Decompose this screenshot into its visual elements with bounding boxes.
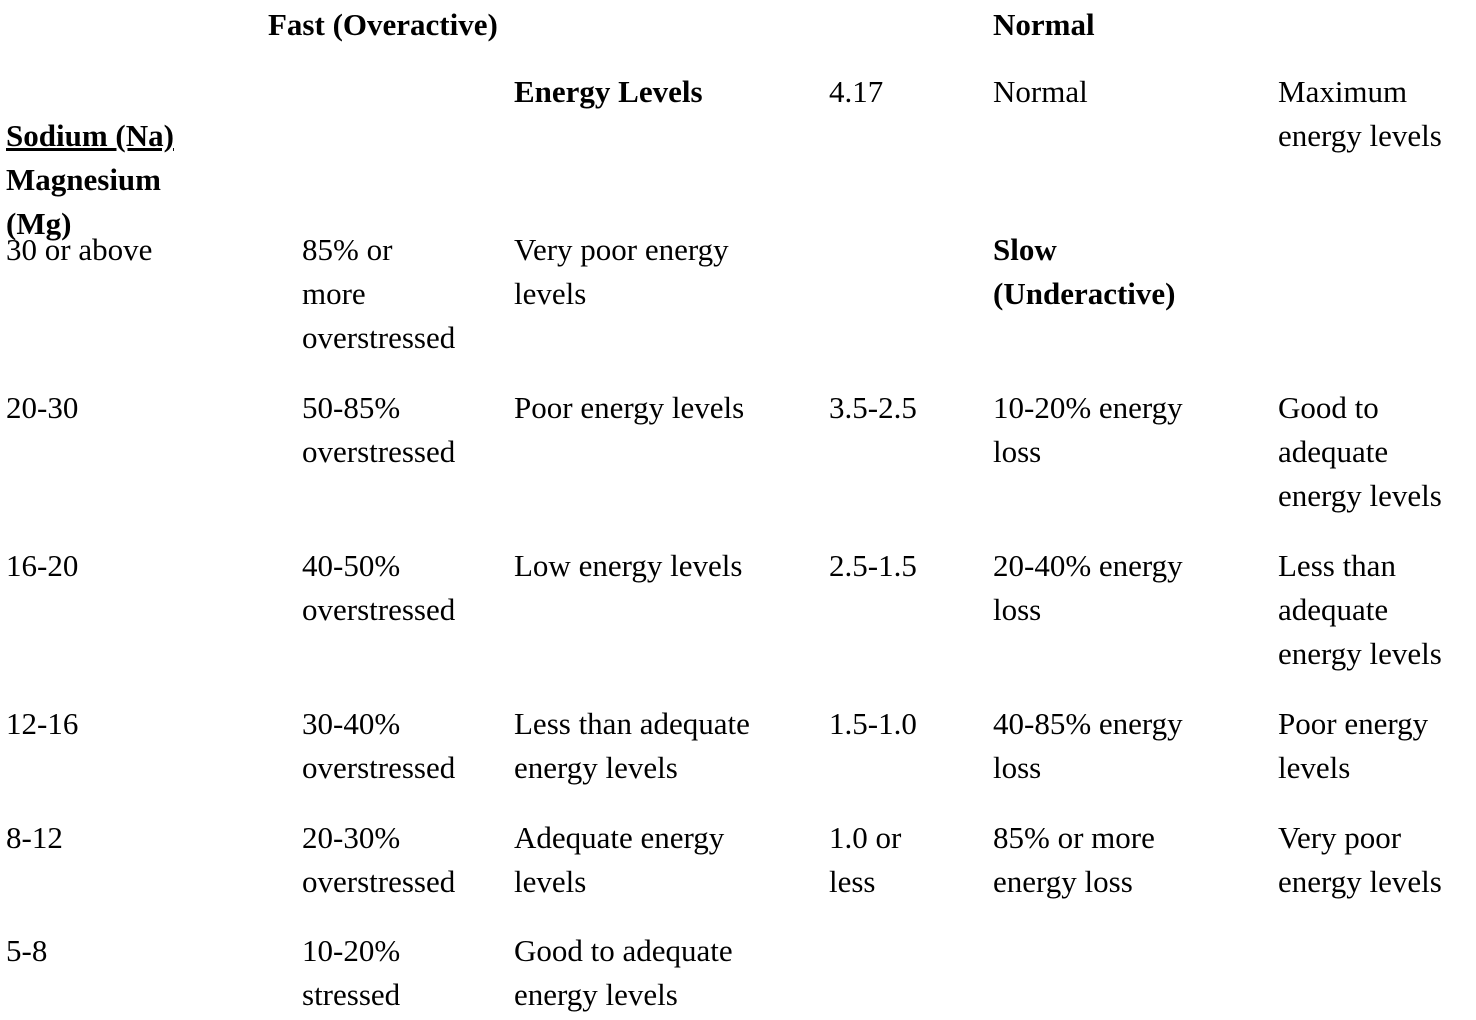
fast-ratio-cell: 16-20: [6, 548, 79, 583]
fast-ratio-cell: 12-16: [6, 706, 79, 741]
slow-energy-cell: Good to adequate energy levels: [1278, 390, 1442, 513]
fast-energy-cell: Adequate energy levels: [514, 820, 725, 899]
slow-loss-cell: 40-85% energy loss: [993, 706, 1183, 785]
normal-status: Normal: [993, 74, 1088, 109]
fast-stress-cell: 10-20% stressed: [302, 933, 401, 1012]
slow-energy-cell: Very poor energy levels: [1278, 820, 1442, 899]
fast-energy-cell: Low energy levels: [514, 548, 743, 583]
slow-ratio-cell: 2.5-1.5: [829, 548, 917, 583]
fast-ratio-cell: 20-30: [6, 390, 79, 425]
slow-ratio-cell: 1.5-1.0: [829, 706, 917, 741]
sodium-label: Sodium (Na): [6, 118, 174, 153]
slow-loss-cell: 10-20% energy loss: [993, 390, 1183, 469]
slow-loss-cell: 85% or more energy loss: [993, 820, 1155, 899]
fast-overactive-title: Fast (Overactive): [268, 7, 498, 42]
fast-ratio-cell: 30 or above: [6, 232, 153, 267]
magnesium-label: Magnesium (Mg): [6, 162, 161, 241]
fast-stress-cell: 30-40% overstressed: [302, 706, 456, 785]
fast-stress-cell: 20-30% overstressed: [302, 820, 456, 899]
slow-energy-cell: Poor energy levels: [1278, 706, 1429, 785]
fast-energy-cell: Very poor energy levels: [514, 232, 729, 311]
fast-ratio-cell: 8-12: [6, 820, 63, 855]
fast-energy-cell: Good to adequate energy levels: [514, 933, 733, 1012]
slow-ratio-cell: 1.0 or less: [829, 820, 902, 899]
fast-stress-cell: 50-85% overstressed: [302, 390, 456, 469]
fast-energy-cell: Poor energy levels: [514, 390, 745, 425]
fast-stress-cell: 85% or more overstressed: [302, 232, 456, 355]
normal-ratio-value: 4.17: [829, 74, 884, 109]
slow-loss-cell: 20-40% energy loss: [993, 548, 1183, 627]
slow-underactive-title: Slow (Underactive): [993, 232, 1176, 311]
slow-energy-cell: Less than adequate energy levels: [1278, 548, 1442, 671]
mineral-ratio-header: Sodium (Na) Magnesium (Mg): [6, 70, 174, 246]
fast-ratio-cell: 5-8: [6, 933, 48, 968]
fast-stress-cell: 40-50% overstressed: [302, 548, 456, 627]
normal-title: Normal: [993, 7, 1095, 42]
fast-energy-cell: Less than adequate energy levels: [514, 706, 750, 785]
energy-levels-header: Energy Levels: [514, 74, 703, 109]
normal-energy: Maximum energy levels: [1278, 74, 1442, 153]
slow-ratio-cell: 3.5-2.5: [829, 390, 917, 425]
